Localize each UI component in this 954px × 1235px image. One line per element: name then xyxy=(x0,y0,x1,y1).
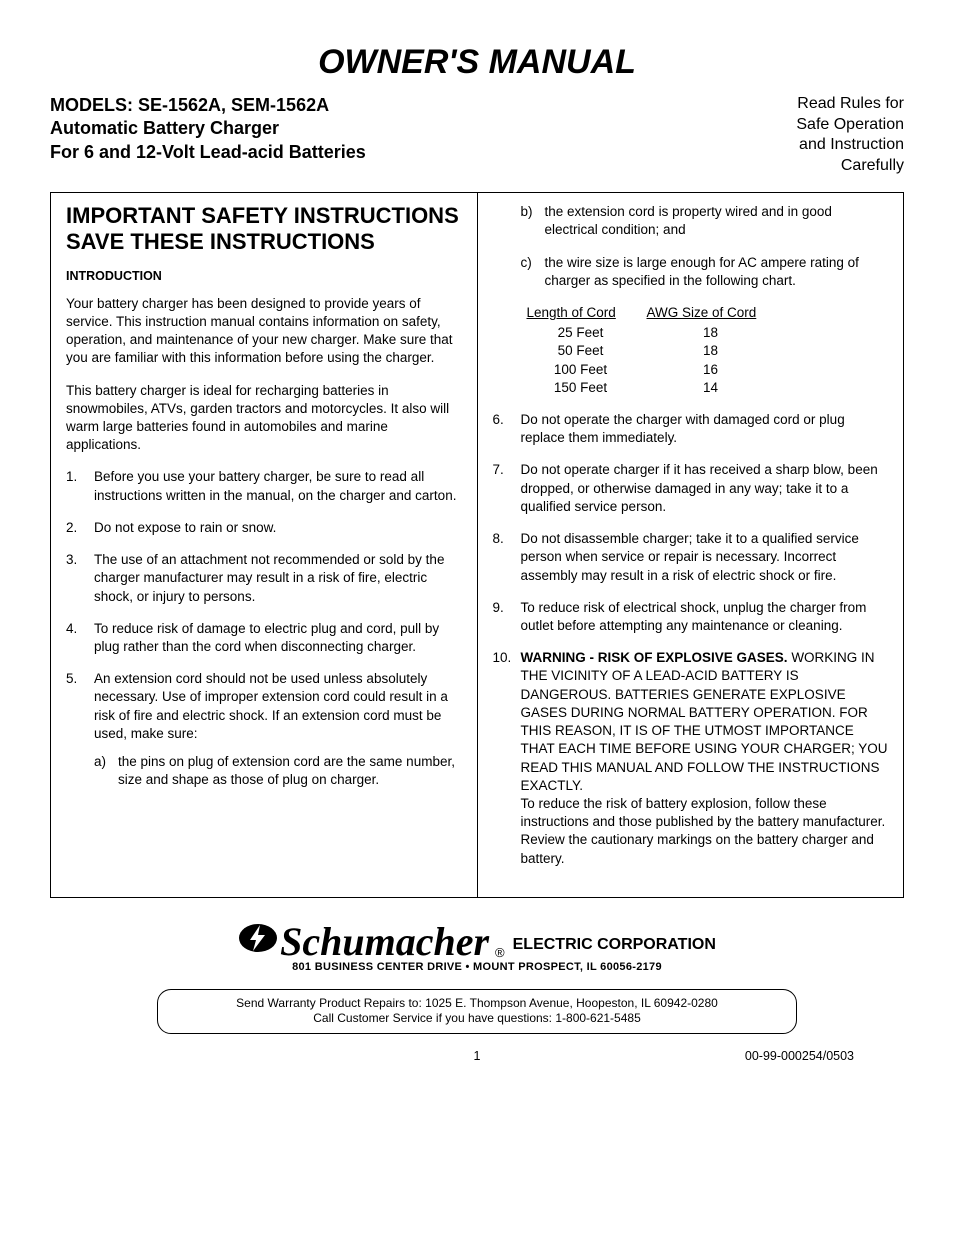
header-row: MODELS: SE-1562A, SEM-1562A Automatic Ba… xyxy=(50,94,904,177)
table-header-length: Length of Cord xyxy=(521,304,641,324)
table-cell: 100 Feet xyxy=(521,361,641,379)
left-column: IMPORTANT SAFETY INSTRUCTIONS SAVE THESE… xyxy=(51,193,478,897)
table-row: 150 Feet 14 xyxy=(521,379,889,397)
cord-table: Length of Cord AWG Size of Cord 25 Feet … xyxy=(521,304,889,397)
header-left: MODELS: SE-1562A, SEM-1562A Automatic Ba… xyxy=(50,94,366,164)
table-cell: 50 Feet xyxy=(521,342,641,360)
right-column: the extension cord is property wired and… xyxy=(478,193,904,897)
content-columns: IMPORTANT SAFETY INSTRUCTIONS SAVE THESE… xyxy=(50,192,904,898)
page-title: OWNER'S MANUAL xyxy=(50,40,904,86)
list-item: Do not operate charger if it has receive… xyxy=(493,461,889,516)
warranty-box: Send Warranty Product Repairs to: 1025 E… xyxy=(157,989,798,1034)
table-cell: 14 xyxy=(641,379,781,397)
sublist-5bc: the extension cord is property wired and… xyxy=(493,203,889,290)
footer: Schumacher ® ELECTRIC CORPORATION 801 BU… xyxy=(50,918,904,1065)
safety-list-right: Do not operate the charger with damaged … xyxy=(493,411,889,868)
list-item-text: An extension cord should not be used unl… xyxy=(94,671,448,741)
list-item: Do not operate the charger with damaged … xyxy=(493,411,889,447)
models-line: MODELS: SE-1562A, SEM-1562A xyxy=(50,94,366,117)
table-row: 25 Feet 18 xyxy=(521,324,889,342)
safety-heading: IMPORTANT SAFETY INSTRUCTIONS SAVE THESE… xyxy=(66,203,462,256)
read-rules-l1: Read Rules for xyxy=(796,94,904,115)
doc-id: 00-99-000254/0503 xyxy=(745,1048,854,1065)
brand-name: Schumacher xyxy=(280,922,489,962)
table-row: 50 Feet 18 xyxy=(521,342,889,360)
table-cell: 150 Feet xyxy=(521,379,641,397)
sublist-item: the wire size is large enough for AC amp… xyxy=(521,254,889,290)
intro-heading: INTRODUCTION xyxy=(66,268,462,285)
sublist-item: the pins on plug of extension cord are t… xyxy=(94,753,462,789)
sublist-5a: the pins on plug of extension cord are t… xyxy=(94,753,462,789)
read-rules-l3: and Instruction xyxy=(796,135,904,156)
table-row: 100 Feet 16 xyxy=(521,361,889,379)
brand-row: Schumacher ® ELECTRIC CORPORATION xyxy=(50,918,904,962)
warning-caps: WORKING IN THE VICINITY OF A LEAD-ACID B… xyxy=(521,650,888,793)
brand-corp: ELECTRIC CORPORATION xyxy=(513,934,716,962)
list-item: An extension cord should not be used unl… xyxy=(66,670,462,789)
table-header-row: Length of Cord AWG Size of Cord xyxy=(521,304,889,324)
intro-para-1: Your battery charger has been designed t… xyxy=(66,295,462,368)
list-item-warning: WARNING - RISK OF EXPLOSIVE GASES. WORKI… xyxy=(493,649,889,868)
warning-tail: To reduce the risk of battery explosion,… xyxy=(521,796,886,866)
bottom-row-wrap: 1 00-99-000254/0503 xyxy=(50,1048,904,1065)
table-header-awg: AWG Size of Cord xyxy=(641,304,781,324)
product-line-1: Automatic Battery Charger xyxy=(50,117,366,140)
list-item: To reduce risk of damage to electric plu… xyxy=(66,620,462,656)
read-rules-l4: Carefully xyxy=(796,156,904,177)
list-item: To reduce risk of electrical shock, unpl… xyxy=(493,599,889,635)
table-cell: 16 xyxy=(641,361,781,379)
list-item: Before you use your battery charger, be … xyxy=(66,468,462,504)
warranty-line-1: Send Warranty Product Repairs to: 1025 E… xyxy=(170,996,785,1012)
bolt-icon xyxy=(238,918,278,958)
product-line-2: For 6 and 12-Volt Lead-acid Batteries xyxy=(50,141,366,164)
read-rules-l2: Safe Operation xyxy=(796,115,904,136)
table-cell: 25 Feet xyxy=(521,324,641,342)
warning-bold: WARNING - RISK OF EXPLOSIVE GASES. xyxy=(521,650,788,665)
table-cell: 18 xyxy=(641,324,781,342)
list-item: Do not disassemble charger; take it to a… xyxy=(493,530,889,585)
brand-address: 801 BUSINESS CENTER DRIVE • MOUNT PROSPE… xyxy=(50,960,904,975)
warranty-line-2: Call Customer Service if you have questi… xyxy=(170,1011,785,1027)
header-right: Read Rules for Safe Operation and Instru… xyxy=(796,94,904,177)
list-item: Do not expose to rain or snow. xyxy=(66,519,462,537)
sublist-item: the extension cord is property wired and… xyxy=(521,203,889,239)
intro-para-2: This battery charger is ideal for rechar… xyxy=(66,382,462,455)
table-cell: 18 xyxy=(641,342,781,360)
safety-list-left: Before you use your battery charger, be … xyxy=(66,468,462,789)
list-item: The use of an attachment not recommended… xyxy=(66,551,462,606)
